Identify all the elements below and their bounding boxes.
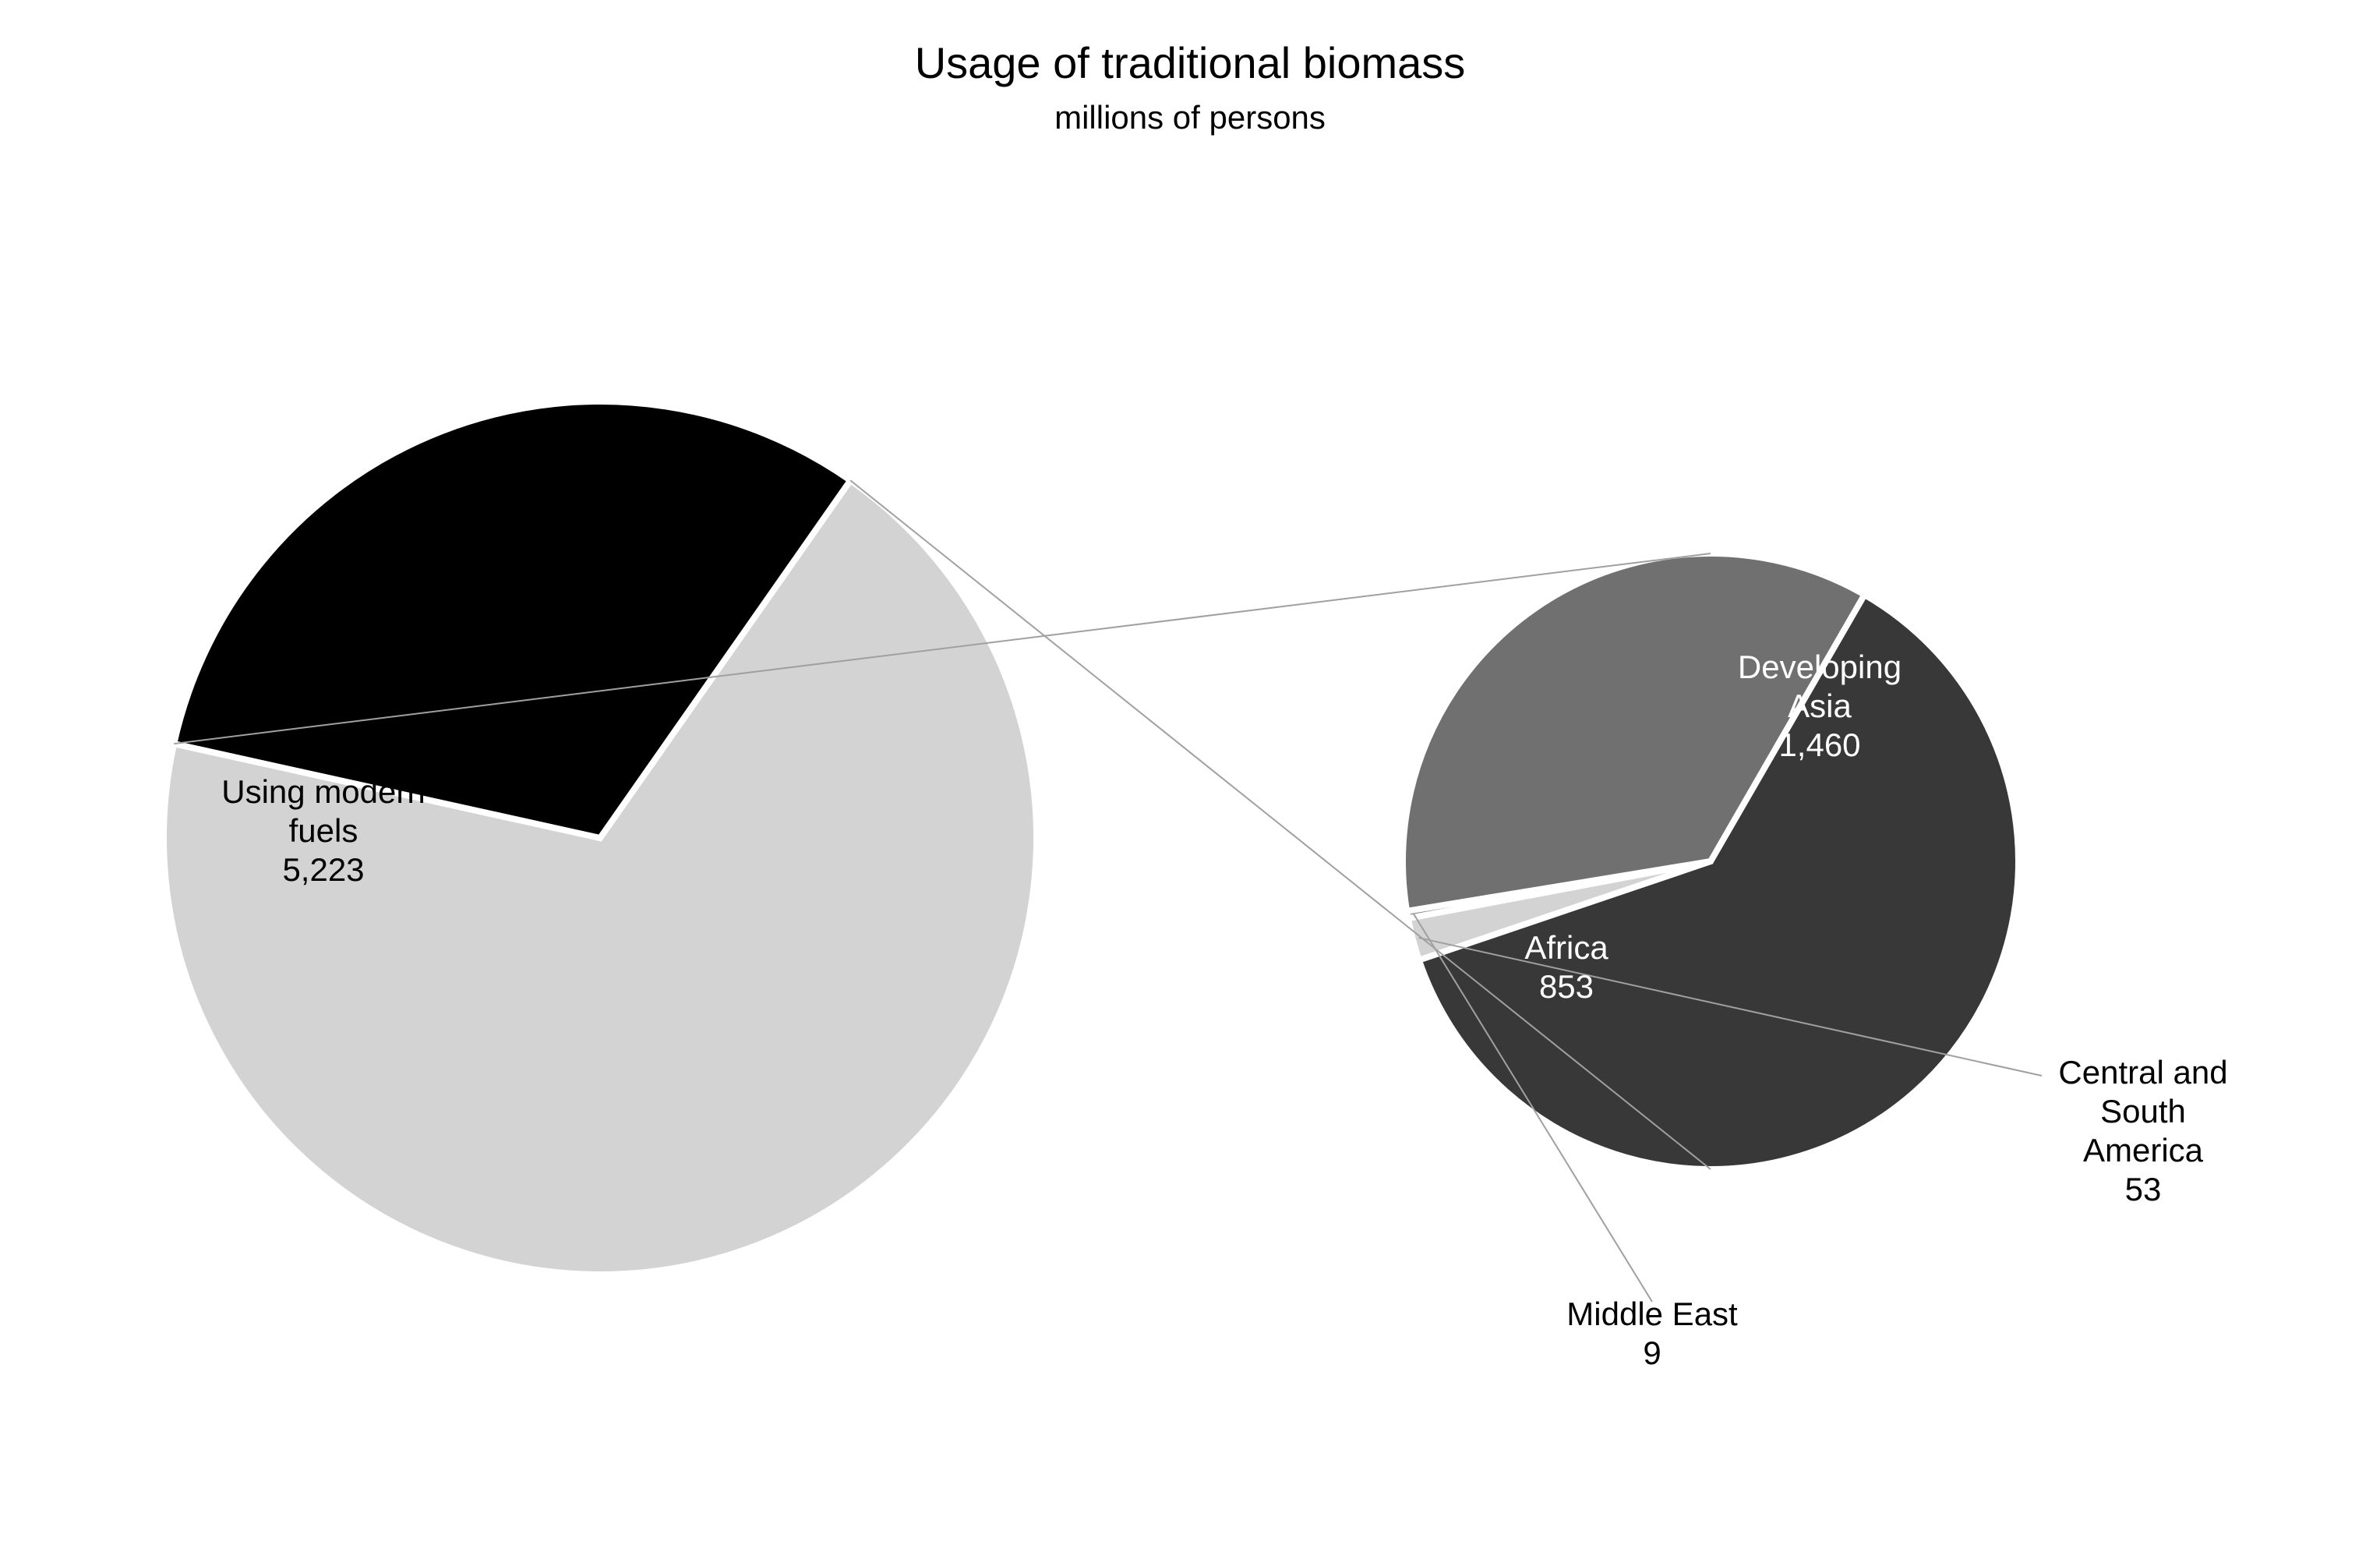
breakout-pie-label-1-line-1: South bbox=[2100, 1093, 2186, 1130]
chart-title: Usage of traditional biomass bbox=[915, 38, 1466, 87]
breakout-pie-label-1-line-3: 53 bbox=[2125, 1171, 2162, 1207]
breakout-pie-label-0-line-2: 1,460 bbox=[1778, 727, 1860, 763]
breakout-pie-label-1-line-0: Central and bbox=[2058, 1054, 2227, 1091]
chart-container: Usage of traditional biomass millions of … bbox=[0, 0, 2380, 1552]
pie-chart-svg: Usage of traditional biomass millions of … bbox=[0, 0, 2380, 1552]
main-pie-label-0-line-1: fuels bbox=[289, 812, 358, 849]
breakout-pie-label-2-line-1: 9 bbox=[1643, 1335, 1661, 1371]
breakout-pie-label-0-line-1: Asia bbox=[1788, 688, 1852, 724]
breakout-pie-label-0-line-0: Developing bbox=[1738, 649, 1902, 685]
main-pie-label-0-line-0: Using modern bbox=[221, 773, 425, 810]
breakout-pie-label-1-line-2: America bbox=[2083, 1132, 2204, 1168]
main-pie-label-0-line-2: 5,223 bbox=[282, 851, 364, 888]
breakout-pie-label-3-line-0: Africa bbox=[1524, 929, 1608, 966]
breakout-pie-label-2-line-0: Middle East bbox=[1566, 1296, 1738, 1332]
breakout-pie-label-3-line-1: 853 bbox=[1539, 968, 1594, 1005]
chart-subtitle: millions of persons bbox=[1054, 99, 1326, 136]
